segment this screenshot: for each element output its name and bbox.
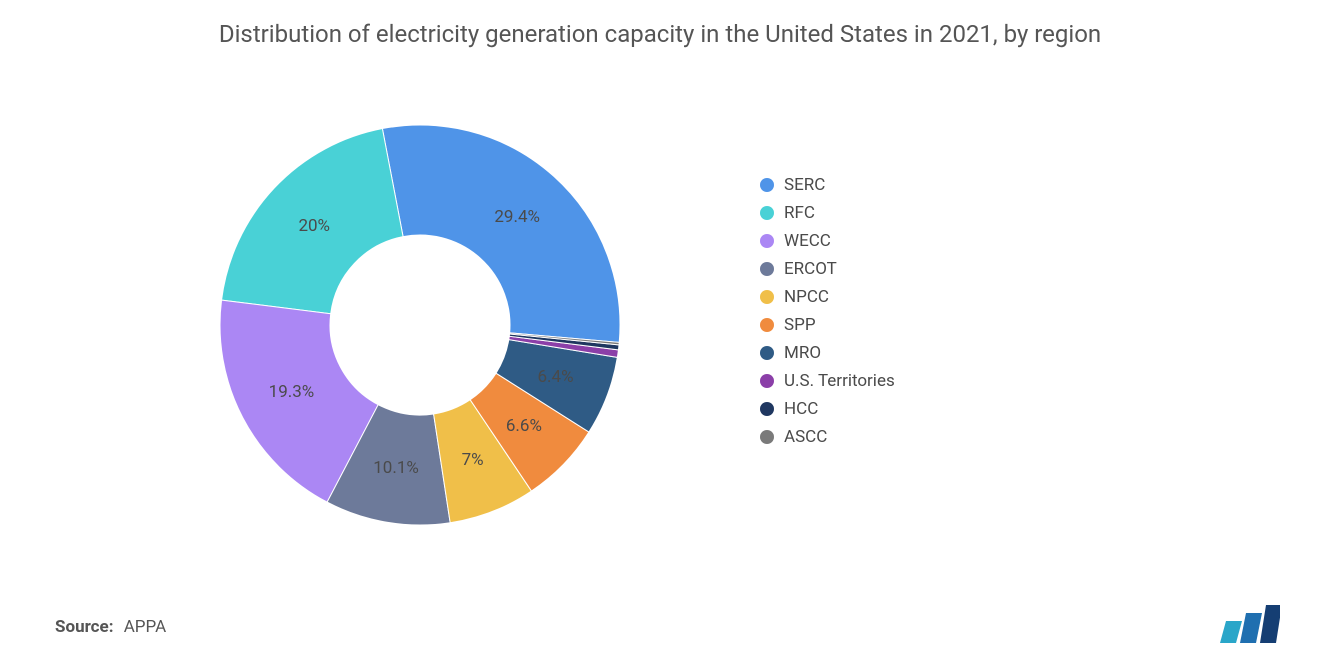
legend-label: U.S. Territories — [784, 371, 895, 391]
legend-label: HCC — [784, 399, 818, 419]
legend-item: NPCC — [760, 287, 895, 307]
logo-bar — [1260, 605, 1280, 643]
legend-swatch — [760, 318, 774, 332]
legend-item: SPP — [760, 315, 895, 335]
legend-item: WECC — [760, 231, 895, 251]
legend-item: ASCC — [760, 427, 895, 447]
legend-item: U.S. Territories — [760, 371, 895, 391]
legend-label: WECC — [784, 231, 831, 251]
legend-swatch — [760, 206, 774, 220]
legend-label: SERC — [784, 175, 825, 195]
legend-swatch — [760, 402, 774, 416]
legend-label: ASCC — [784, 427, 827, 447]
source-value: APPA — [124, 617, 166, 637]
legend-label: ERCOT — [784, 259, 837, 279]
legend-label: RFC — [784, 203, 815, 223]
legend-swatch — [760, 346, 774, 360]
chart-area: 29.4%20%19.3%10.1%7%6.6%6.4% SERC RFC WECC… — [0, 100, 1320, 580]
logo-bar — [1220, 621, 1242, 643]
brand-logo — [1216, 601, 1280, 645]
source-label: Source: — [55, 617, 113, 637]
legend-item: MRO — [760, 343, 895, 363]
legend-item: SERC — [760, 175, 895, 195]
legend-swatch — [760, 234, 774, 248]
legend-swatch — [760, 290, 774, 304]
chart-title: Distribution of electricity generation c… — [0, 0, 1320, 50]
legend-swatch — [760, 178, 774, 192]
legend-swatch — [760, 262, 774, 276]
logo-bar — [1240, 613, 1262, 643]
legend-swatch — [760, 430, 774, 444]
legend-item: ERCOT — [760, 259, 895, 279]
legend-label: MRO — [784, 343, 821, 363]
legend-label: SPP — [784, 315, 816, 335]
legend: SERC RFC WECC ERCOT NPCC SPP MRO U.S. Territori… — [760, 175, 895, 455]
legend-item: HCC — [760, 399, 895, 419]
legend-item: RFC — [760, 203, 895, 223]
donut-chart: 29.4%20%19.3%10.1%7%6.6%6.4% — [210, 115, 630, 535]
source-line: Source: APPA — [55, 617, 166, 637]
legend-label: NPCC — [784, 287, 829, 307]
legend-swatch — [760, 374, 774, 388]
